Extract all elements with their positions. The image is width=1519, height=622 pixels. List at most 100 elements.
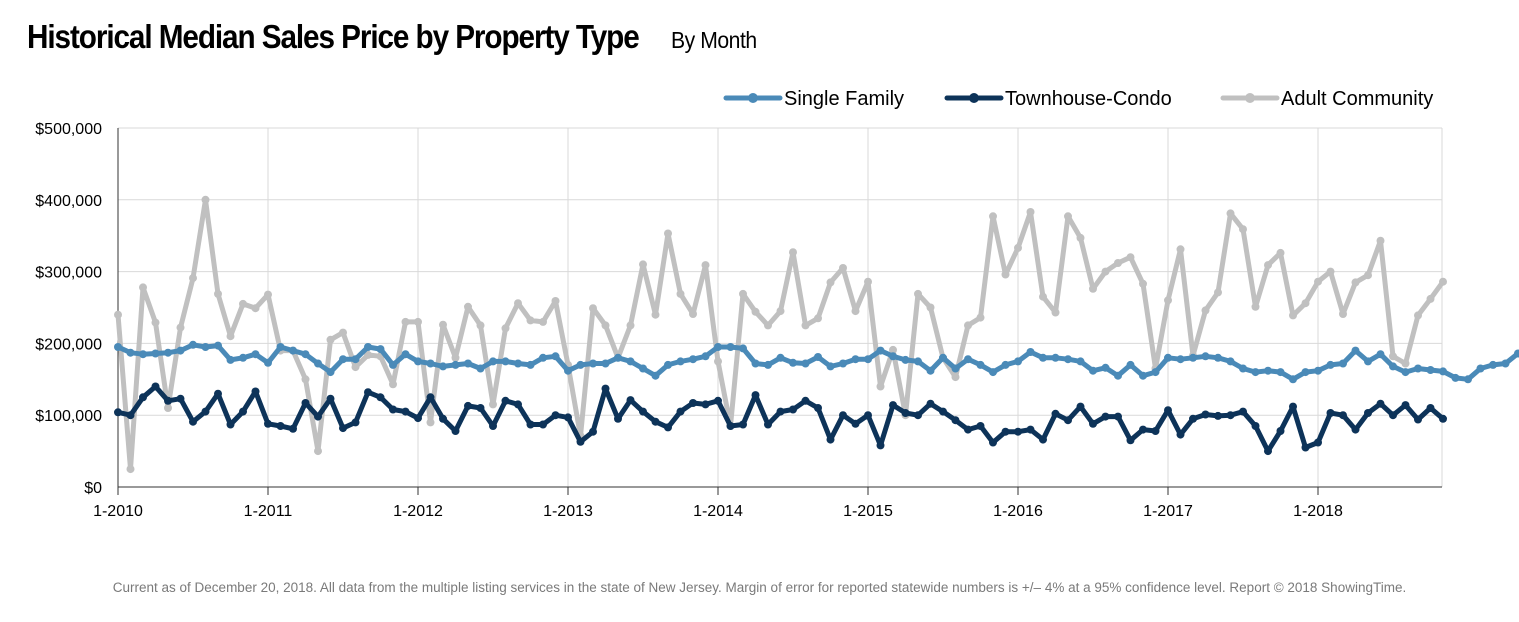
data-point <box>1264 366 1272 375</box>
data-point <box>751 307 760 316</box>
data-point <box>726 343 735 351</box>
data-point <box>476 321 485 330</box>
data-point <box>1389 411 1397 420</box>
data-point <box>801 321 810 330</box>
data-point <box>1064 355 1072 364</box>
data-point <box>876 382 885 391</box>
data-point <box>726 422 735 430</box>
data-point <box>514 400 522 409</box>
data-point <box>464 359 472 368</box>
data-point <box>1276 427 1285 435</box>
x-tick-label: 1-2014 <box>693 503 743 520</box>
data-point <box>1439 277 1447 286</box>
data-point <box>764 360 772 369</box>
legend-marker <box>969 93 979 103</box>
legend-marker <box>748 93 758 103</box>
data-point <box>1376 236 1385 245</box>
data-point <box>1276 248 1285 257</box>
data-point <box>1476 364 1485 373</box>
data-point <box>589 359 597 368</box>
data-point <box>689 310 697 318</box>
data-point <box>926 303 935 312</box>
data-point <box>601 384 610 393</box>
data-point <box>151 318 160 327</box>
data-point <box>776 407 785 416</box>
data-point <box>339 355 347 364</box>
data-point <box>851 419 860 428</box>
data-point <box>301 375 310 384</box>
data-point <box>476 404 485 412</box>
data-point <box>464 302 472 311</box>
data-point <box>901 409 910 417</box>
data-point <box>1351 425 1360 434</box>
data-point <box>214 341 222 350</box>
data-point <box>464 401 472 410</box>
data-point <box>614 414 622 423</box>
data-point <box>664 423 672 432</box>
data-point <box>814 353 822 361</box>
data-point <box>751 391 760 400</box>
data-point <box>989 212 997 221</box>
data-point <box>939 353 947 362</box>
data-point <box>139 393 147 402</box>
chart-title-row: Historical Median Sales Price by Propert… <box>27 18 764 56</box>
data-point <box>364 343 372 351</box>
data-point <box>1314 277 1322 286</box>
data-point <box>851 307 860 316</box>
data-point <box>639 407 647 416</box>
data-point <box>514 359 522 368</box>
data-point <box>501 396 510 405</box>
data-point <box>714 396 722 405</box>
data-point <box>626 396 635 405</box>
data-point <box>876 346 885 355</box>
data-point <box>289 424 297 433</box>
data-point <box>1351 346 1360 355</box>
data-point <box>126 465 135 474</box>
data-point <box>1089 284 1097 293</box>
data-point <box>1126 253 1135 262</box>
data-point <box>176 394 185 403</box>
data-point <box>226 420 235 429</box>
data-point <box>1064 212 1072 221</box>
x-tick-label: 1-2011 <box>244 503 293 520</box>
y-tick-label: $100,000 <box>35 408 102 425</box>
series-line <box>115 197 1446 472</box>
data-point <box>426 418 435 427</box>
data-point <box>1014 243 1022 252</box>
data-point <box>1164 353 1172 362</box>
data-point <box>1301 368 1310 377</box>
data-point <box>989 368 997 377</box>
x-tick-label: 1-2013 <box>543 503 593 520</box>
data-point <box>276 422 285 430</box>
data-point <box>589 304 597 313</box>
data-point <box>264 358 272 367</box>
data-point <box>1514 349 1519 358</box>
data-point <box>489 400 497 409</box>
data-point <box>1426 404 1435 412</box>
data-point <box>1076 357 1085 366</box>
data-point <box>1414 311 1422 320</box>
data-point <box>139 283 147 292</box>
data-point <box>826 278 835 287</box>
data-point <box>201 343 210 351</box>
data-point <box>1151 427 1160 435</box>
data-point <box>389 380 397 389</box>
data-point <box>1064 416 1072 425</box>
data-point <box>339 424 347 433</box>
data-point <box>476 364 485 373</box>
data-point <box>1364 357 1372 366</box>
data-point <box>139 350 147 359</box>
data-point <box>1401 359 1410 368</box>
data-point <box>1101 267 1110 276</box>
data-point <box>789 358 797 367</box>
data-point <box>926 399 935 408</box>
data-point <box>1026 348 1035 356</box>
data-point <box>864 355 872 364</box>
data-point <box>501 324 510 333</box>
data-point <box>539 353 547 362</box>
data-point <box>1051 409 1060 418</box>
data-point <box>389 405 397 414</box>
data-point <box>551 297 560 305</box>
data-point <box>189 274 197 283</box>
data-point <box>1289 375 1297 384</box>
